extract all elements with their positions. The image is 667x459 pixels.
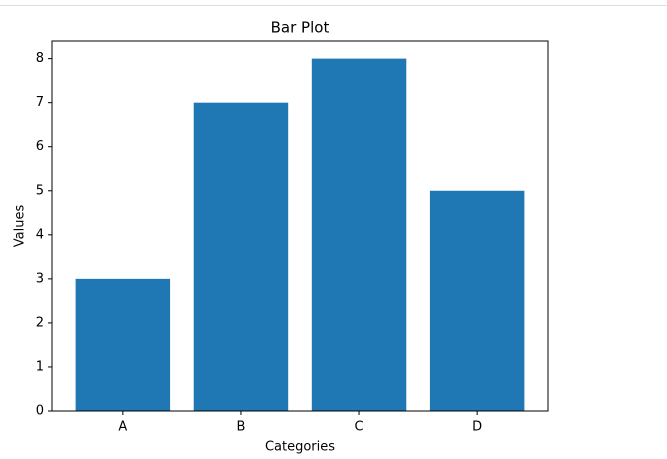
- x-axis-label: Categories: [265, 440, 335, 455]
- y-tick-label: 4: [36, 227, 44, 242]
- y-axis-label: Values: [13, 205, 28, 248]
- y-tick-label: 1: [36, 359, 44, 374]
- y-tick-label: 6: [36, 139, 44, 154]
- x-tick-label: D: [472, 420, 482, 435]
- y-tick-label: 2: [36, 315, 44, 330]
- x-tick-label: B: [236, 420, 245, 435]
- y-tick-label: 0: [36, 404, 44, 419]
- chart-title: Bar Plot: [271, 19, 330, 37]
- bar: [75, 278, 171, 411]
- y-tick-label: 3: [36, 271, 44, 286]
- y-tick-label: 8: [36, 51, 44, 66]
- x-tick-label: A: [118, 420, 127, 435]
- bar: [429, 190, 525, 411]
- y-tick-label: 5: [36, 183, 44, 198]
- x-tick-label: C: [355, 420, 364, 435]
- plot-frame: [51, 40, 549, 412]
- bar: [311, 58, 407, 411]
- bar: [193, 102, 289, 412]
- y-tick-label: 7: [36, 95, 44, 110]
